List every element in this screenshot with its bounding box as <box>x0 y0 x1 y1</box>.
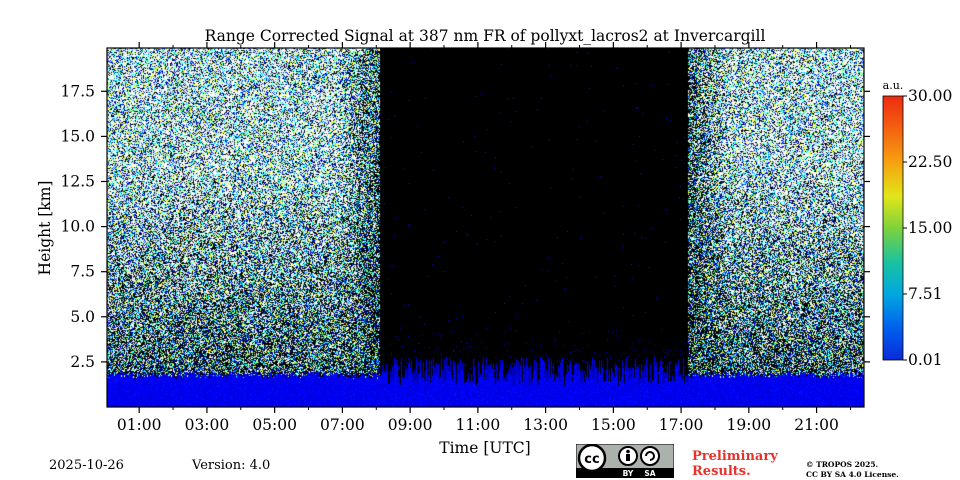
signal-heatmap <box>107 48 864 407</box>
chart-title: Range Corrected Signal at 387 nm FR of p… <box>205 27 766 45</box>
y-tick-label: 10.0 <box>60 218 95 236</box>
colorbar-tick-label: 15.00 <box>908 219 952 237</box>
x-axis-label: Time [UTC] <box>439 439 530 457</box>
y-axis: 2.5 5.0 7.5 10.0 12.5 15.0 17.5 <box>60 82 870 371</box>
y-tick-label: 12.5 <box>60 172 95 190</box>
x-tick-label: 03:00 <box>185 416 230 434</box>
colorbar: a.u. 0.01 7.51 15.00 22.50 30.00 <box>882 79 952 369</box>
colorbar-unit: a.u. <box>883 79 904 92</box>
copyright-notice: © TROPOS 2025. CC BY SA 4.0 License. <box>806 460 899 480</box>
x-tick-label: 11:00 <box>456 416 501 434</box>
copyright-line-1: © TROPOS 2025. <box>806 460 879 469</box>
y-tick-label: 5.0 <box>70 308 95 326</box>
x-tick-label: 21:00 <box>794 416 839 434</box>
colorbar-tick-label: 22.50 <box>908 153 952 171</box>
preliminary-line-1: Preliminary <box>692 449 778 464</box>
x-tick-label: 05:00 <box>252 416 297 434</box>
x-tick-label: 15:00 <box>591 416 636 434</box>
x-tick-label: 17:00 <box>659 416 704 434</box>
x-tick-label: 09:00 <box>388 416 433 434</box>
plot-area <box>106 47 865 408</box>
x-tick-label: 19:00 <box>727 416 772 434</box>
cc-sa-text: SA <box>644 469 655 478</box>
x-axis: 01:00 03:00 05:00 07:00 09:00 11:00 13:00 15:00… <box>117 42 851 434</box>
y-tick-label: 17.5 <box>60 82 95 100</box>
y-tick-label: 2.5 <box>70 353 95 371</box>
plot-frame <box>106 47 865 408</box>
cc-by-sa-icon: cc BY SA <box>576 444 674 478</box>
colorbar-tick-label: 7.51 <box>908 285 943 303</box>
x-tick-label: 01:00 <box>117 416 162 434</box>
version-label: Version: 4.0 <box>192 458 271 473</box>
x-tick-label: 07:00 <box>320 416 365 434</box>
y-tick-label: 15.0 <box>60 127 95 145</box>
copyright-line-2: CC BY SA 4.0 License. <box>806 470 899 479</box>
x-tick-label: 13:00 <box>523 416 568 434</box>
preliminary-line-2: Results. <box>692 464 751 479</box>
colorbar-tick-label: 30.00 <box>908 87 952 105</box>
y-axis-label: Height [km] <box>36 181 54 276</box>
svg-text:cc: cc <box>584 452 599 467</box>
colorbar-tick-label: 0.01 <box>908 351 943 369</box>
date-label: 2025-10-26 <box>49 458 124 473</box>
cc-by-text: BY <box>623 469 634 478</box>
colorbar-gradient <box>882 95 904 361</box>
preliminary-notice: Preliminary Results. <box>692 449 778 479</box>
y-tick-label: 7.5 <box>70 263 95 281</box>
